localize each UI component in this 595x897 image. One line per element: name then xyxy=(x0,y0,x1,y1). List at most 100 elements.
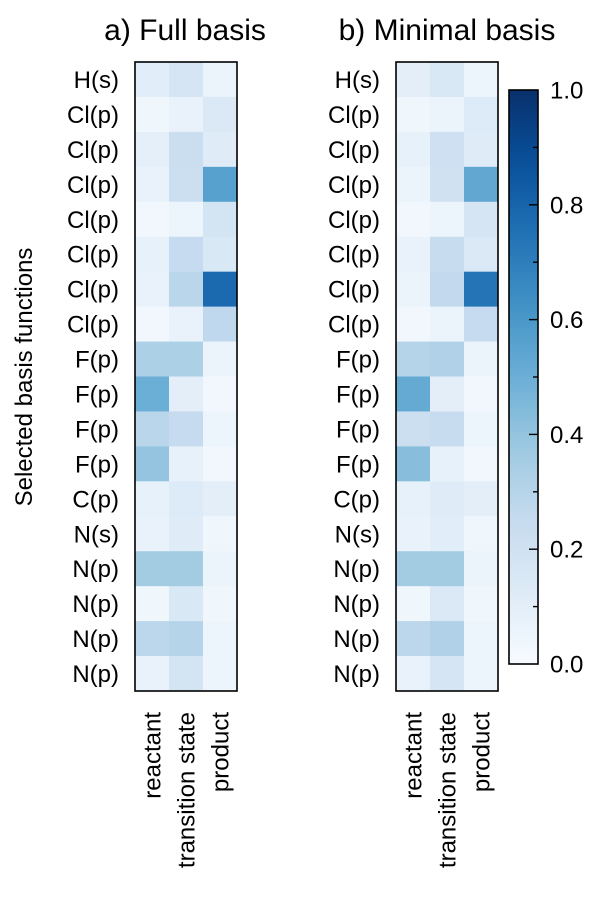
heatmap-cell xyxy=(464,656,499,692)
heatmap-cell xyxy=(135,236,170,273)
heatmap-cell xyxy=(135,481,170,517)
row-tick-label: H(s) xyxy=(335,67,380,94)
heatmap-cell xyxy=(430,166,465,203)
heatmap-cell xyxy=(169,446,204,482)
row-tick-label: Cl(p) xyxy=(67,312,119,339)
heatmap-cell xyxy=(464,96,499,133)
heatmap-cell xyxy=(396,411,431,447)
colorbar-tick-label: 0.6 xyxy=(550,307,583,334)
colorbar-tick-label: 1.0 xyxy=(550,78,583,105)
column-tick-label: product xyxy=(469,712,496,792)
heatmap-cell xyxy=(430,446,465,482)
row-tick-label: Cl(p) xyxy=(328,137,380,164)
heatmap-cell xyxy=(464,481,499,517)
row-tick-label: N(p) xyxy=(72,626,119,653)
row-tick-label: F(p) xyxy=(75,347,119,374)
heatmap-cell xyxy=(396,446,431,482)
heatmap-cell xyxy=(169,62,204,98)
row-tick-label: Cl(p) xyxy=(67,242,119,269)
heatmap-cell xyxy=(203,481,238,517)
heatmap-cell xyxy=(135,586,170,622)
panel-title: b) Minimal basis xyxy=(339,14,556,47)
row-tick-label: Cl(p) xyxy=(328,102,380,129)
heatmap-cell xyxy=(430,516,465,552)
heatmap-cell xyxy=(430,62,465,98)
heatmap-cell xyxy=(135,341,170,377)
heatmap-cell xyxy=(135,306,170,343)
heatmap-cell xyxy=(135,516,170,552)
heatmap-cell xyxy=(430,376,465,412)
heatmap-cell xyxy=(169,166,204,203)
heatmap-cell xyxy=(169,586,204,622)
row-tick-label: Cl(p) xyxy=(328,277,380,304)
colorbar: 0.0 0.2 0.4 0.6 0.8 1.0 xyxy=(508,78,583,679)
heatmap-cell xyxy=(203,656,238,692)
colorbar-tick-label: 0.0 xyxy=(550,652,583,679)
heatmap-cell xyxy=(169,621,204,657)
heatmap-cell xyxy=(430,201,465,238)
column-tick-label: reactant xyxy=(140,712,167,799)
heatmap-cell xyxy=(430,131,465,168)
heatmap-cell xyxy=(396,586,431,622)
heatmap-cell xyxy=(135,621,170,657)
heatmap-cell xyxy=(396,341,431,377)
y-axis-label: Selected basis functions xyxy=(11,248,38,507)
heatmap-cell xyxy=(396,376,431,412)
heatmap-cell xyxy=(430,341,465,377)
heatmap-cell xyxy=(396,516,431,552)
heatmap-cell xyxy=(169,271,204,308)
heatmap-cell xyxy=(430,481,465,517)
heatmap-cell xyxy=(464,411,499,447)
row-tick-label: Cl(p) xyxy=(328,207,380,234)
row-tick-label: Cl(p) xyxy=(67,137,119,164)
row-tick-label: H(s) xyxy=(74,67,119,94)
column-tick-label: transition state xyxy=(174,712,201,868)
heatmap-cell xyxy=(396,481,431,517)
heatmap-cell xyxy=(135,131,170,168)
heatmap-cell xyxy=(135,551,170,587)
heatmap-cell xyxy=(396,236,431,273)
heatmap-cell xyxy=(464,551,499,587)
heatmap-cell xyxy=(396,621,431,657)
heatmap-panel-full-basis: a) Full basis H(s) Cl(p) Cl(p) Cl(p) Cl(p) Cl(… xyxy=(67,14,266,868)
heatmap-cell xyxy=(430,306,465,343)
heatmap-cell xyxy=(430,551,465,587)
heatmap-cell xyxy=(169,201,204,238)
row-tick-label: Cl(p) xyxy=(328,242,380,269)
heatmap-cell xyxy=(464,201,499,238)
heatmap-cell xyxy=(396,96,431,133)
row-tick-label: Cl(p) xyxy=(328,312,380,339)
row-tick-label: F(p) xyxy=(336,381,380,408)
heatmap-cell xyxy=(203,306,238,343)
row-tick-label: C(p) xyxy=(72,486,119,513)
heatmap-cell xyxy=(203,201,238,238)
heatmap-cell xyxy=(203,271,238,308)
row-tick-label: N(p) xyxy=(333,626,380,653)
row-tick-label: F(p) xyxy=(75,451,119,478)
column-tick-label: transition state xyxy=(435,712,462,868)
heatmap-cell xyxy=(169,236,204,273)
heatmap-cell xyxy=(430,271,465,308)
heatmap-frame xyxy=(395,61,499,692)
heatmap-cell xyxy=(464,376,499,412)
row-tick-label: Cl(p) xyxy=(328,172,380,199)
heatmap-cell xyxy=(203,341,238,377)
heatmap-cell xyxy=(203,62,238,98)
heatmap-cell xyxy=(396,201,431,238)
heatmap-cell xyxy=(203,376,238,412)
column-tick-label: product xyxy=(208,712,235,792)
heatmap-cell xyxy=(396,306,431,343)
heatmap-cell xyxy=(203,621,238,657)
row-tick-label: Cl(p) xyxy=(67,277,119,304)
row-tick-label: N(p) xyxy=(72,556,119,583)
heatmap-cell xyxy=(169,131,204,168)
heatmap-cell xyxy=(169,306,204,343)
row-tick-label: N(p) xyxy=(333,556,380,583)
heatmap-cell xyxy=(135,656,170,692)
heatmap-frame xyxy=(134,61,238,692)
row-tick-label: C(p) xyxy=(333,486,380,513)
row-tick-label: F(p) xyxy=(336,347,380,374)
row-tick-label: N(p) xyxy=(72,591,119,618)
heatmap-cell xyxy=(169,341,204,377)
